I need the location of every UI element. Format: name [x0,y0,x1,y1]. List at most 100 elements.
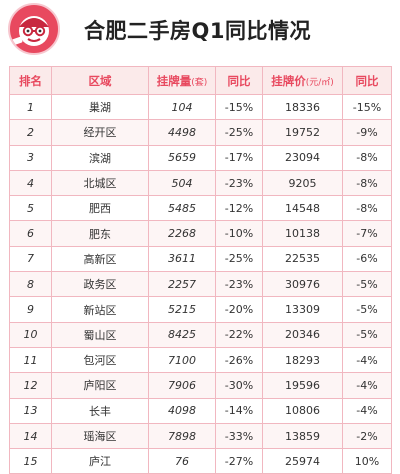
price-yoy-cell: -2% [342,422,392,450]
district-cell: 高新区 [51,245,149,273]
rank-cell: 4 [9,169,52,197]
price-cell: 23094 [262,144,343,171]
listing-cell: 4098 [148,397,216,424]
rank-cell: 10 [9,321,52,348]
listing-yoy-cell: -17% [215,144,263,171]
rank-cell: 7 [9,245,52,273]
district-cell: 滨湖 [51,144,149,171]
district-cell: 庐阳区 [51,372,149,399]
rank-cell: 13 [9,397,52,424]
rank-cell: 9 [9,296,52,323]
price-cell: 25974 [262,448,343,474]
header-price-unit: (元/㎡) [305,77,334,88]
listing-cell: 2268 [148,220,216,247]
listing-cell: 5659 [148,144,216,171]
rank-cell: 15 [9,448,52,474]
housing-table: 排名 区域 挂牌量(套) 同比 挂牌价(元/㎡) 同比 1 巢湖 104 -15% 18… [9,66,392,474]
price-yoy-cell: -5% [342,271,392,298]
price-yoy-cell: -8% [342,195,392,222]
table-row: 3 滨湖 5659 -17% 23094 -8% [9,144,392,171]
price-yoy-cell: -8% [342,169,392,197]
listing-yoy-cell: -25% [215,119,263,146]
listing-cell: 2257 [148,271,216,298]
price-cell: 30976 [262,271,343,298]
district-cell: 肥东 [51,220,149,247]
table-row: 8 政务区 2257 -23% 30976 -5% [9,271,392,298]
listing-yoy-cell: -12% [215,195,263,222]
rank-cell: 1 [9,93,52,121]
table-row: 14 瑶海区 7898 -33% 13859 -2% [9,422,392,450]
listing-yoy-cell: -30% [215,372,263,399]
price-yoy-cell: -4% [342,346,392,374]
table-row: 4 北城区 504 -23% 9205 -8% [9,169,392,197]
listing-cell: 5485 [148,195,216,222]
price-yoy-cell: -9% [342,119,392,146]
rank-cell: 14 [9,422,52,450]
price-cell: 13859 [262,422,343,450]
district-cell: 政务区 [51,271,149,298]
listing-yoy-cell: -26% [215,346,263,374]
header-listing-unit: (套) [191,77,208,88]
listing-yoy-cell: -27% [215,448,263,474]
mascot-logo-icon [8,3,60,55]
price-yoy-cell: -5% [342,296,392,323]
table-row: 11 包河区 7100 -26% 18293 -4% [9,346,392,374]
price-cell: 13309 [262,296,343,323]
listing-cell: 3611 [148,245,216,273]
header-listing-yoy: 同比 [215,66,263,95]
listing-yoy-cell: -22% [215,321,263,348]
header-price-label: 挂牌价 [271,73,306,88]
district-cell: 瑶海区 [51,422,149,450]
page-header: 合肥二手房Q1同比情况 [0,0,400,60]
rank-cell: 11 [9,346,52,374]
price-yoy-cell: -4% [342,372,392,399]
listing-yoy-cell: -25% [215,245,263,273]
listing-cell: 76 [148,448,216,474]
district-cell: 新站区 [51,296,149,323]
listing-yoy-cell: -14% [215,397,263,424]
listing-yoy-cell: -20% [215,296,263,323]
table-row: 15 庐江 76 -27% 25974 10% [9,448,392,474]
price-cell: 18293 [262,346,343,374]
table-row: 2 经开区 4498 -25% 19752 -9% [9,119,392,146]
district-cell: 包河区 [51,346,149,374]
listing-cell: 7898 [148,422,216,450]
table-header-row: 排名 区域 挂牌量(套) 同比 挂牌价(元/㎡) 同比 [9,66,392,95]
header-price-yoy: 同比 [342,66,392,95]
listing-yoy-cell: -10% [215,220,263,247]
rank-cell: 8 [9,271,52,298]
data-table-container: 排名 区域 挂牌量(套) 同比 挂牌价(元/㎡) 同比 1 巢湖 104 -15% 18… [9,66,392,474]
price-cell: 18336 [262,93,343,121]
listing-cell: 104 [148,93,216,121]
page-title: 合肥二手房Q1同比情况 [84,19,311,43]
district-cell: 长丰 [51,397,149,424]
district-cell: 北城区 [51,169,149,197]
header-listing-label: 挂牌量 [156,73,192,88]
table-row: 12 庐阳区 7906 -30% 19596 -4% [9,372,392,399]
price-yoy-cell: 10% [342,448,392,474]
table-row: 13 长丰 4098 -14% 10806 -4% [9,397,392,424]
table-row: 6 肥东 2268 -10% 10138 -7% [9,220,392,247]
mascot-face-icon [11,16,49,46]
district-cell: 蜀山区 [51,321,149,348]
table-body: 1 巢湖 104 -15% 18336 -15% 2 经开区 4498 -25% 19752 -9% 3… [9,93,392,474]
header-listing: 挂牌量(套) [148,66,216,95]
price-cell: 20346 [262,321,343,348]
district-cell: 经开区 [51,119,149,146]
header-district: 区域 [51,66,149,95]
price-yoy-cell: -15% [342,93,392,121]
district-cell: 肥西 [51,195,149,222]
district-cell: 巢湖 [51,93,149,121]
table-row: 10 蜀山区 8425 -22% 20346 -5% [9,321,392,348]
table-row: 7 高新区 3611 -25% 22535 -6% [9,245,392,273]
listing-yoy-cell: -15% [215,93,263,121]
price-cell: 9205 [262,169,343,197]
table-row: 5 肥西 5485 -12% 14548 -8% [9,195,392,222]
rank-cell: 5 [9,195,52,222]
listing-cell: 504 [148,169,216,197]
price-yoy-cell: -4% [342,397,392,424]
listing-yoy-cell: -23% [215,271,263,298]
table-row: 1 巢湖 104 -15% 18336 -15% [9,93,392,121]
price-yoy-cell: -5% [342,321,392,348]
listing-cell: 7100 [148,346,216,374]
